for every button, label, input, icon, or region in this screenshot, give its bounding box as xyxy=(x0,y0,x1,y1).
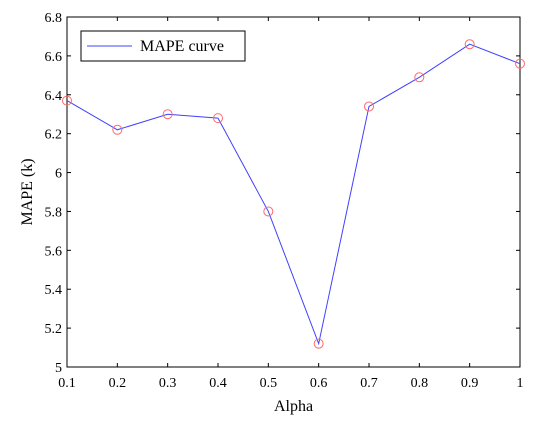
x-tick-label: 0.3 xyxy=(159,376,177,391)
x-tick-label: 0.4 xyxy=(209,376,227,391)
x-axis-title: Alpha xyxy=(274,398,313,415)
x-tick-label: 0.8 xyxy=(411,376,429,391)
series-line xyxy=(66,43,521,346)
data-point xyxy=(515,58,525,69)
legend: MAPE curve xyxy=(80,30,246,62)
y-tick-label: 6.6 xyxy=(45,50,63,65)
y-axis-ticks: 5 5.2 5.4 5.6 5.8 6 6.2 6.4 6.6 6.8 xyxy=(45,11,520,376)
data-point xyxy=(313,338,324,349)
data-point xyxy=(263,206,274,217)
data-point xyxy=(112,124,123,135)
y-tick-label: 6.4 xyxy=(45,89,63,104)
y-tick-label: 5.8 xyxy=(45,205,63,220)
data-point xyxy=(62,95,72,106)
series-layer xyxy=(62,39,525,349)
x-tick-label: 0.2 xyxy=(109,376,127,391)
y-tick-label: 5.2 xyxy=(45,322,63,337)
y-tick-label: 5.4 xyxy=(45,283,63,298)
x-axis-ticks: 0.1 0.2 0.3 0.4 0.5 0.6 0.7 0.8 0.9 1 xyxy=(58,17,524,391)
x-tick-label: 0.5 xyxy=(260,376,278,391)
x-tick-label: 1 xyxy=(517,376,524,391)
y-tick-label: 6 xyxy=(55,167,62,182)
legend-label: MAPE curve xyxy=(140,38,224,55)
y-axis-title: MAPE (k) xyxy=(19,158,36,225)
y-tick-label: 6.2 xyxy=(45,128,63,143)
x-tick-label: 0.6 xyxy=(310,376,328,391)
y-tick-label: 5 xyxy=(55,361,62,376)
data-point xyxy=(414,72,425,83)
x-tick-label: 0.9 xyxy=(461,376,479,391)
data-point xyxy=(464,39,475,50)
data-point xyxy=(364,101,374,112)
y-tick-label: 6.8 xyxy=(45,11,63,26)
x-tick-label: 0.1 xyxy=(58,376,76,391)
plot-area xyxy=(66,16,521,368)
y-tick-label: 5.6 xyxy=(45,244,63,259)
x-tick-label: 0.7 xyxy=(360,376,378,391)
data-point xyxy=(162,109,173,120)
data-point xyxy=(213,113,223,124)
